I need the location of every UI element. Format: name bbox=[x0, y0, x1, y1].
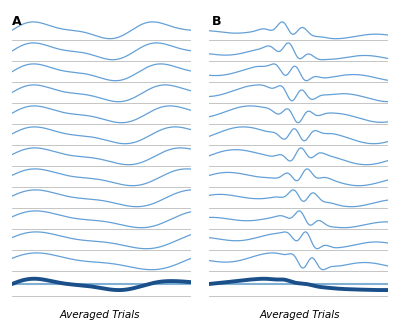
Text: Averaged Trials: Averaged Trials bbox=[260, 310, 340, 320]
Text: Averaged Trials: Averaged Trials bbox=[60, 310, 140, 320]
Text: A: A bbox=[12, 15, 22, 28]
Text: B: B bbox=[212, 15, 222, 28]
